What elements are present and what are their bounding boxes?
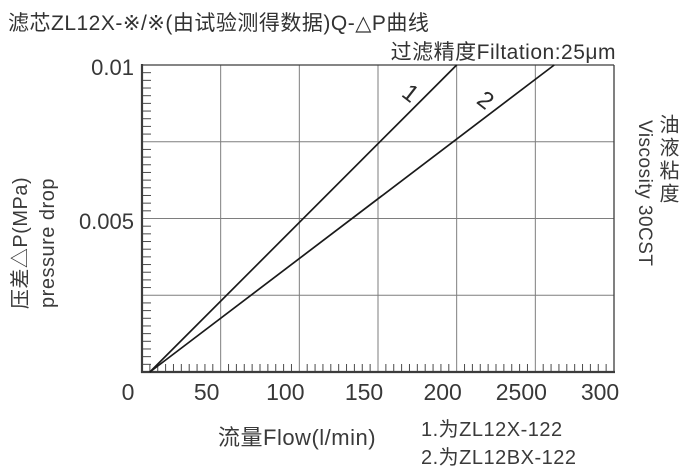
y-axis-title: 压差△P(MPa) pressure drop [8,133,62,353]
x-tick-label: 50 [193,379,220,405]
viscosity-label-en: Viscosity 30CST [633,120,655,267]
curve-2 [149,64,555,373]
x-tick-label: 100 [266,379,305,405]
legend-item-2: 2.为ZL12BX-122 [421,447,577,469]
viscosity-label-cn: 油液粘度 [656,114,678,206]
legend: 1.为ZL12X-122 2.为ZL12BX-122 [421,416,576,472]
x-axis-title: 流量Flow(l/min) [218,425,377,450]
y-tick-label: 0.005 [78,208,134,234]
y-tick-label: 0.01 [91,55,134,80]
curve-1 [149,64,458,373]
legend-item-1: 1.为ZL12X-122 [421,419,563,441]
x-tick-label: 300 [580,379,620,405]
chart-title: 滤芯ZL12X-※/※(由试验测得数据)Q-△P曲线 [8,12,430,35]
x-tick-label: 2500 [495,379,547,405]
y-axis-title-cn: 压差△P(MPa) [10,176,32,310]
x-tick-label: 0 [121,379,135,405]
x-tick-label: 200 [423,379,462,405]
x-tick-label: 150 [344,379,384,405]
y-axis-title-en: pressure drop [37,178,59,308]
filtration-rating-label: 过滤精度Filtation:25μm [390,41,616,64]
